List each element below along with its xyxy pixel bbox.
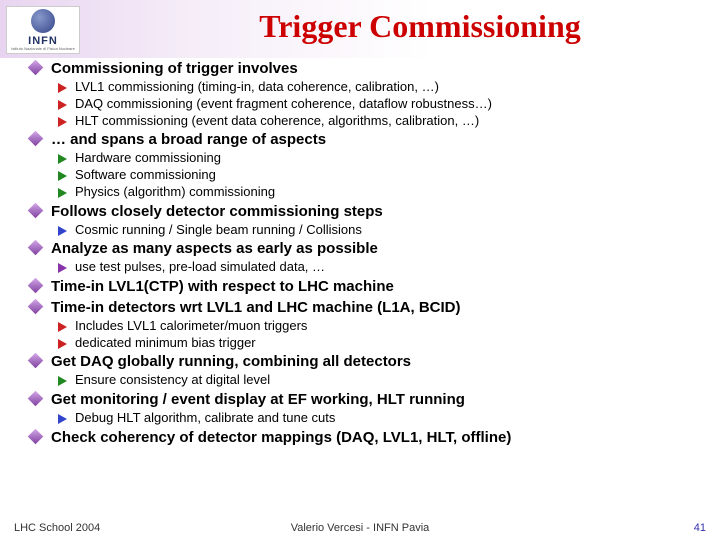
diamond-bullet-icon [28, 60, 44, 76]
arrow-bullet-icon [58, 322, 67, 332]
heading-text: Analyze as many aspects as early as poss… [51, 240, 378, 259]
sub-bullet-text: Includes LVL1 calorimeter/muon triggers [75, 318, 307, 335]
sub-bullet-text: DAQ commissioning (event fragment cohere… [75, 96, 492, 113]
bullet-heading: … and spans a broad range of aspects [28, 131, 700, 150]
heading-text: … and spans a broad range of aspects [51, 131, 326, 150]
sub-bullet: Software commissioning [58, 167, 700, 184]
logo-sphere-icon [31, 9, 55, 33]
heading-text: Check coherency of detector mappings (DA… [51, 429, 511, 448]
heading-text: Time-in LVL1(CTP) with respect to LHC ma… [51, 278, 394, 297]
arrow-bullet-icon [58, 339, 67, 349]
arrow-bullet-icon [58, 263, 67, 273]
sub-bullet: LVL1 commissioning (timing-in, data cohe… [58, 79, 700, 96]
sub-bullet-text: Physics (algorithm) commissioning [75, 184, 275, 201]
heading-text: Follows closely detector commissioning s… [51, 203, 383, 222]
arrow-bullet-icon [58, 188, 67, 198]
sub-bullet: HLT commissioning (event data coherence,… [58, 113, 700, 130]
heading-text: Get monitoring / event display at EF wor… [51, 391, 465, 410]
bullet-heading: Follows closely detector commissioning s… [28, 203, 700, 222]
heading-text: Get DAQ globally running, combining all … [51, 353, 411, 372]
sub-bullet: dedicated minimum bias trigger [58, 335, 700, 352]
sub-bullet-text: Hardware commissioning [75, 150, 221, 167]
arrow-bullet-icon [58, 100, 67, 110]
bullet-heading: Time-in detectors wrt LVL1 and LHC machi… [28, 299, 700, 318]
sub-bullet: Physics (algorithm) commissioning [58, 184, 700, 201]
arrow-bullet-icon [58, 83, 67, 93]
sub-bullet-text: Ensure consistency at digital level [75, 372, 270, 389]
sub-bullet: use test pulses, pre-load simulated data… [58, 259, 700, 276]
sub-bullet: Cosmic running / Single beam running / C… [58, 222, 700, 239]
arrow-bullet-icon [58, 171, 67, 181]
sub-bullet: Includes LVL1 calorimeter/muon triggers [58, 318, 700, 335]
bullet-heading: Check coherency of detector mappings (DA… [28, 429, 700, 448]
diamond-bullet-icon [28, 278, 44, 294]
diamond-bullet-icon [28, 131, 44, 147]
diamond-bullet-icon [28, 240, 44, 256]
arrow-bullet-icon [58, 117, 67, 127]
sub-bullet: Hardware commissioning [58, 150, 700, 167]
sub-bullet: DAQ commissioning (event fragment cohere… [58, 96, 700, 113]
infn-logo: INFN Istituto Nazionale di Fisica Nuclea… [6, 6, 80, 54]
content-area: Commissioning of trigger involvesLVL1 co… [28, 58, 700, 447]
arrow-bullet-icon [58, 154, 67, 164]
diamond-bullet-icon [28, 203, 44, 219]
sub-bullet-text: Software commissioning [75, 167, 216, 184]
sub-bullet-text: LVL1 commissioning (timing-in, data cohe… [75, 79, 439, 96]
bullet-heading: Get monitoring / event display at EF wor… [28, 391, 700, 410]
diamond-bullet-icon [28, 353, 44, 369]
arrow-bullet-icon [58, 376, 67, 386]
footer: LHC School 2004 Valerio Vercesi - INFN P… [0, 522, 720, 534]
sub-bullet: Debug HLT algorithm, calibrate and tune … [58, 410, 700, 427]
bullet-heading: Commissioning of trigger involves [28, 60, 700, 79]
diamond-bullet-icon [28, 428, 44, 444]
diamond-bullet-icon [28, 299, 44, 315]
sub-bullet-text: Debug HLT algorithm, calibrate and tune … [75, 410, 335, 427]
slide-title: Trigger Commissioning [0, 8, 720, 45]
diamond-bullet-icon [28, 391, 44, 407]
sub-bullet-text: Cosmic running / Single beam running / C… [75, 222, 362, 239]
arrow-bullet-icon [58, 226, 67, 236]
bullet-heading: Analyze as many aspects as early as poss… [28, 240, 700, 259]
sub-bullet-text: HLT commissioning (event data coherence,… [75, 113, 479, 130]
heading-text: Commissioning of trigger involves [51, 60, 298, 79]
sub-bullet-text: dedicated minimum bias trigger [75, 335, 256, 352]
footer-center: Valerio Vercesi - INFN Pavia [0, 522, 720, 534]
bullet-heading: Get DAQ globally running, combining all … [28, 353, 700, 372]
sub-bullet-text: use test pulses, pre-load simulated data… [75, 259, 325, 276]
footer-page-number: 41 [694, 522, 706, 534]
sub-bullet: Ensure consistency at digital level [58, 372, 700, 389]
arrow-bullet-icon [58, 414, 67, 424]
footer-left: LHC School 2004 [14, 522, 100, 534]
heading-text: Time-in detectors wrt LVL1 and LHC machi… [51, 299, 461, 318]
logo-subtitle: Istituto Nazionale di Fisica Nucleare [11, 47, 75, 51]
bullet-heading: Time-in LVL1(CTP) with respect to LHC ma… [28, 278, 700, 297]
